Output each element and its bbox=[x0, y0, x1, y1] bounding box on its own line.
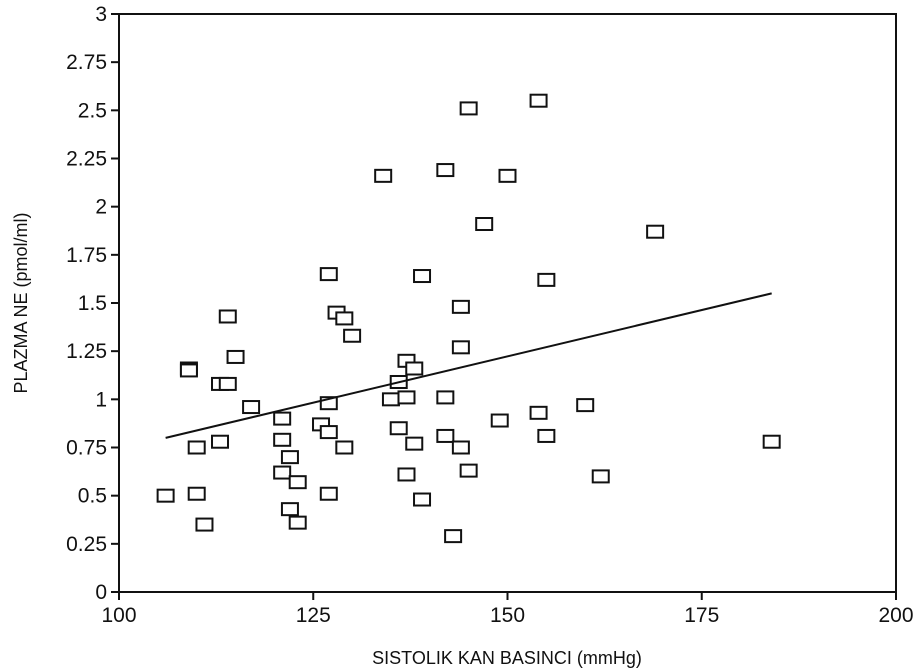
data-point bbox=[413, 269, 432, 284]
data-point bbox=[576, 398, 595, 413]
y-tick-label: 1.25 bbox=[66, 340, 107, 363]
data-point bbox=[397, 390, 416, 405]
x-axis-title: SISTOLIK KAN BASINCI (mmHg) bbox=[372, 648, 642, 668]
data-point bbox=[451, 299, 470, 314]
y-tick-label: 0 bbox=[95, 581, 107, 604]
data-point bbox=[187, 486, 206, 501]
data-point bbox=[319, 486, 338, 501]
data-point bbox=[335, 311, 354, 326]
data-point bbox=[397, 467, 416, 482]
data-point bbox=[273, 411, 292, 426]
data-point bbox=[436, 428, 455, 443]
data-point bbox=[490, 413, 509, 428]
y-tick-label: 2.75 bbox=[66, 51, 107, 74]
y-tick-label: 0.75 bbox=[66, 437, 107, 460]
y-tick-label: 1.5 bbox=[78, 292, 107, 315]
x-tick-label: 200 bbox=[878, 604, 913, 627]
data-point bbox=[288, 475, 307, 490]
plot-frame bbox=[118, 13, 897, 593]
data-point bbox=[179, 363, 198, 378]
data-point bbox=[211, 434, 230, 449]
data-point bbox=[280, 450, 299, 465]
data-point bbox=[413, 492, 432, 507]
y-tick-label: 2 bbox=[95, 196, 107, 219]
data-point bbox=[218, 376, 237, 391]
data-point bbox=[762, 434, 781, 449]
data-point bbox=[537, 272, 556, 287]
x-tick-label: 175 bbox=[684, 604, 719, 627]
y-axis-ticks: 0 0.25 0.5 0.75 1 1.25 1.5 1.75 2 2.25 2.5 2.75 3 bbox=[66, 3, 119, 604]
data-point bbox=[444, 529, 463, 544]
data-point bbox=[156, 488, 175, 503]
data-points bbox=[156, 93, 781, 544]
data-point bbox=[405, 436, 424, 451]
y-tick-label: 3 bbox=[95, 3, 107, 26]
data-point bbox=[273, 432, 292, 447]
data-point bbox=[436, 390, 455, 405]
data-point bbox=[436, 163, 455, 178]
data-point bbox=[242, 400, 261, 415]
data-point bbox=[529, 405, 548, 420]
y-tick-label: 1.75 bbox=[66, 244, 107, 267]
data-point bbox=[195, 517, 214, 532]
data-point bbox=[459, 463, 478, 478]
x-tick-label: 150 bbox=[490, 604, 525, 627]
data-point bbox=[591, 469, 610, 484]
y-axis-title: PLAZMA NE (pmol/ml) bbox=[11, 212, 31, 393]
data-point bbox=[343, 328, 362, 343]
data-point bbox=[498, 168, 517, 183]
data-point bbox=[273, 465, 292, 480]
y-tick-label: 1 bbox=[95, 388, 107, 411]
data-point bbox=[335, 440, 354, 455]
data-point bbox=[475, 217, 494, 232]
data-point bbox=[187, 440, 206, 455]
x-tick-label: 100 bbox=[101, 604, 136, 627]
data-point bbox=[218, 309, 237, 324]
data-point bbox=[381, 392, 400, 407]
data-point bbox=[529, 93, 548, 108]
data-point bbox=[389, 421, 408, 436]
y-tick-label: 0.25 bbox=[66, 533, 107, 556]
y-tick-label: 0.5 bbox=[78, 485, 107, 508]
trend-line bbox=[165, 292, 772, 439]
x-tick-label: 125 bbox=[296, 604, 331, 627]
y-tick-label: 2.5 bbox=[78, 99, 107, 122]
data-point bbox=[319, 267, 338, 282]
data-point bbox=[459, 101, 478, 116]
data-point bbox=[405, 361, 424, 376]
data-point bbox=[451, 340, 470, 355]
y-tick-label: 2.25 bbox=[66, 148, 107, 171]
data-point bbox=[288, 515, 307, 530]
data-point bbox=[280, 502, 299, 517]
data-point bbox=[451, 440, 470, 455]
data-point bbox=[226, 349, 245, 364]
x-axis-ticks: 100 125 150 175 200 bbox=[101, 592, 914, 627]
data-point bbox=[374, 168, 393, 183]
data-point bbox=[646, 224, 665, 239]
data-point bbox=[319, 425, 338, 440]
data-point bbox=[537, 428, 556, 443]
